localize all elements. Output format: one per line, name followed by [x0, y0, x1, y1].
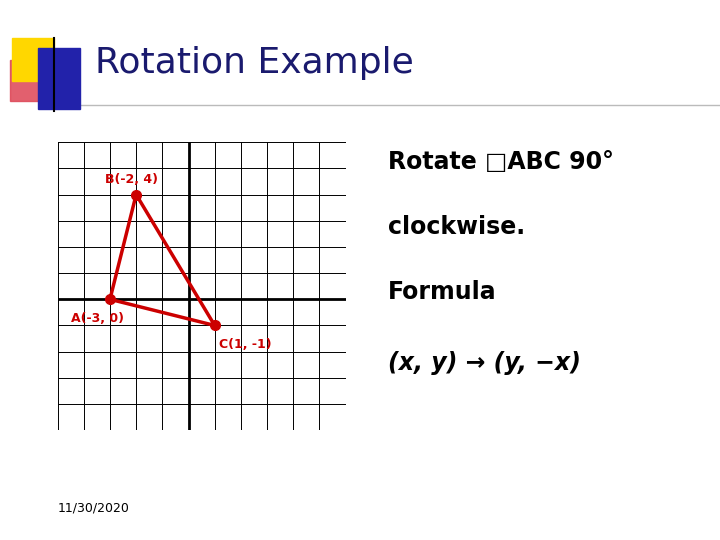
Text: C(1, -1): C(1, -1)	[219, 338, 271, 350]
Text: Rotate □ABC 90°: Rotate □ABC 90°	[387, 150, 613, 174]
Bar	[12, 38, 54, 80]
Text: B(-2, 4): B(-2, 4)	[104, 173, 158, 186]
Text: (x, y) → (y, −x): (x, y) → (y, −x)	[387, 351, 580, 375]
Bar	[38, 48, 80, 109]
Bar	[10, 60, 48, 100]
Text: 11/30/2020: 11/30/2020	[58, 501, 130, 514]
Text: A(-3, 0): A(-3, 0)	[71, 312, 124, 325]
Text: Formula: Formula	[387, 280, 496, 303]
Text: clockwise.: clockwise.	[387, 215, 525, 239]
Text: Rotation Example: Rotation Example	[95, 46, 414, 80]
